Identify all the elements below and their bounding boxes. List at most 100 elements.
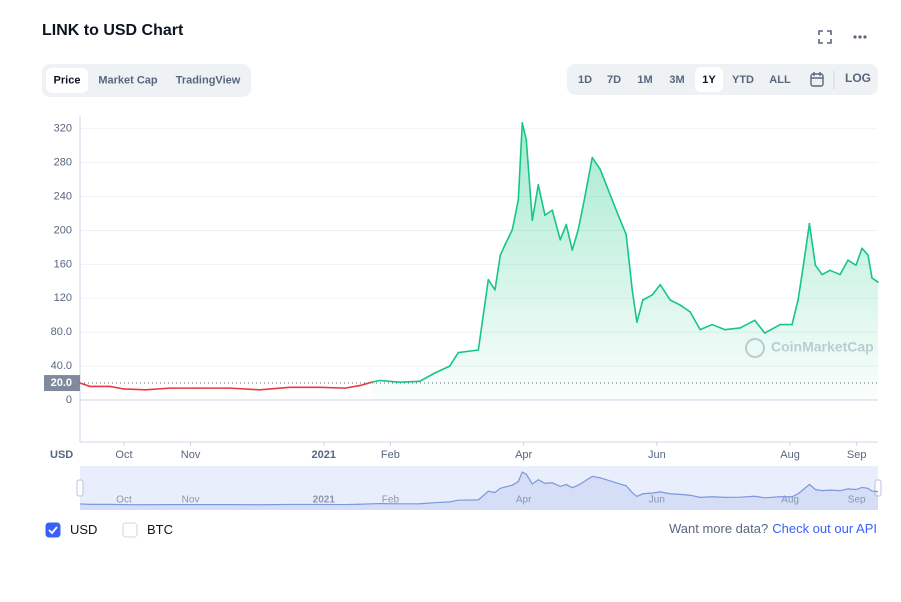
navigator-tick-label: Jun xyxy=(649,495,665,506)
price-line-segment xyxy=(791,299,799,326)
checkbox[interactable] xyxy=(45,522,61,538)
price-line-segment xyxy=(537,183,546,217)
range-button[interactable]: ALL xyxy=(769,74,791,86)
y-tick-label: 80.0 xyxy=(51,326,72,338)
y-unit-label: USD xyxy=(50,449,73,461)
price-line-segment xyxy=(599,168,610,191)
checkmark xyxy=(48,526,58,535)
navigator-tick-label: Oct xyxy=(116,495,132,506)
checkbox-label: BTC xyxy=(147,522,173,537)
x-tick-label: Jun xyxy=(648,449,666,461)
price-line-segment xyxy=(679,304,691,313)
price-line-segment xyxy=(494,254,502,291)
tab[interactable]: Market Cap xyxy=(98,74,158,86)
price-line-segment xyxy=(699,323,713,331)
price-line-segment xyxy=(398,380,421,384)
price-line-segment xyxy=(739,319,756,329)
y-tick-label: 240 xyxy=(54,190,72,202)
price-line-segment xyxy=(559,223,568,241)
y-tick-label: 200 xyxy=(54,224,72,236)
checkbox[interactable] xyxy=(122,522,138,538)
price-line-segment xyxy=(591,156,602,171)
price-line-segment xyxy=(344,384,361,389)
range-button[interactable]: 1D xyxy=(578,74,592,86)
price-marker-label: 20.0 xyxy=(51,377,72,389)
x-tick-label: Apr xyxy=(515,449,532,461)
price-line-segment xyxy=(711,323,726,331)
y-tick-label: 280 xyxy=(54,157,72,169)
navigator-tick-label: Feb xyxy=(382,495,400,506)
y-tick-label: 40.0 xyxy=(51,360,72,372)
more-icon[interactable] xyxy=(853,35,867,39)
y-tick-label: 120 xyxy=(54,292,72,304)
checkbox-label: USD xyxy=(70,522,97,537)
price-line-segment xyxy=(625,233,634,291)
price-line-segment xyxy=(551,209,562,241)
price-line-segment xyxy=(434,365,451,374)
x-tick-label: Sep xyxy=(847,449,867,461)
chart-title: LINK to USD Chart xyxy=(42,22,184,39)
range-button[interactable]: 1M xyxy=(637,74,652,86)
range-button[interactable]: YTD xyxy=(732,74,754,86)
price-line-segment xyxy=(802,222,811,267)
price-line-segment xyxy=(829,269,841,276)
tab[interactable]: TradingView xyxy=(176,74,241,86)
price-line-segment xyxy=(517,122,524,201)
price-line-segment xyxy=(79,382,91,388)
price-line-segment xyxy=(123,388,147,391)
footer-text: Want more data? xyxy=(669,521,768,536)
log-button[interactable]: LOG xyxy=(845,71,871,85)
price-line-segment xyxy=(525,138,534,222)
navigator-bg xyxy=(80,466,878,510)
price-line-segment xyxy=(477,278,490,351)
x-tick-label: Oct xyxy=(115,449,132,461)
range-button[interactable]: 3M xyxy=(669,74,684,86)
y-tick-label: 0 xyxy=(66,394,72,406)
price-line-segment xyxy=(229,387,261,391)
tab-active xyxy=(46,68,88,93)
price-line-segment xyxy=(871,277,879,283)
navigator-handle[interactable] xyxy=(76,479,84,497)
price-line-segment xyxy=(839,259,849,276)
price-line-segment xyxy=(531,183,540,222)
price-line-segment xyxy=(511,199,520,231)
x-tick-label: Feb xyxy=(381,449,400,461)
navigator-tick-label: Nov xyxy=(182,495,200,506)
x-tick-label: Aug xyxy=(780,449,800,461)
price-line-segment xyxy=(583,156,594,201)
price-line-segment xyxy=(565,223,574,251)
price-line-segment xyxy=(651,283,661,296)
price-line-segment xyxy=(144,387,171,391)
price-line-segment xyxy=(861,247,869,256)
price-line-segment xyxy=(636,299,644,323)
price-line-segment xyxy=(763,323,781,334)
price-line-segment xyxy=(259,386,291,391)
fullscreen-icon[interactable] xyxy=(818,30,832,44)
navigator-tick-label: Apr xyxy=(516,495,532,506)
price-line-segment xyxy=(617,214,628,236)
price-line-segment xyxy=(457,349,480,354)
tab-bar xyxy=(42,64,251,97)
api-link[interactable]: Check out our API xyxy=(772,521,877,536)
y-tick-label: 160 xyxy=(54,258,72,270)
price-line-segment xyxy=(814,264,823,276)
area xyxy=(371,122,878,400)
x-tick-label: 2021 xyxy=(312,449,336,461)
price-line-segment xyxy=(797,264,805,301)
navigator-line xyxy=(79,471,879,506)
price-line-segment xyxy=(109,385,125,390)
range-button[interactable]: 1Y xyxy=(702,74,716,86)
price-line-segment xyxy=(847,259,857,267)
calendar-icon[interactable] xyxy=(810,72,824,87)
y-tick-label: 320 xyxy=(54,123,72,135)
tab[interactable]: Price xyxy=(54,74,81,86)
price-line-segment xyxy=(358,381,373,387)
price-marker-box xyxy=(44,375,80,392)
range-button[interactable]: 7D xyxy=(607,74,621,86)
price-line-segment xyxy=(808,222,817,267)
price-line-segment xyxy=(499,244,506,256)
price-line-segment xyxy=(669,299,681,306)
price-line-segment xyxy=(504,228,514,246)
